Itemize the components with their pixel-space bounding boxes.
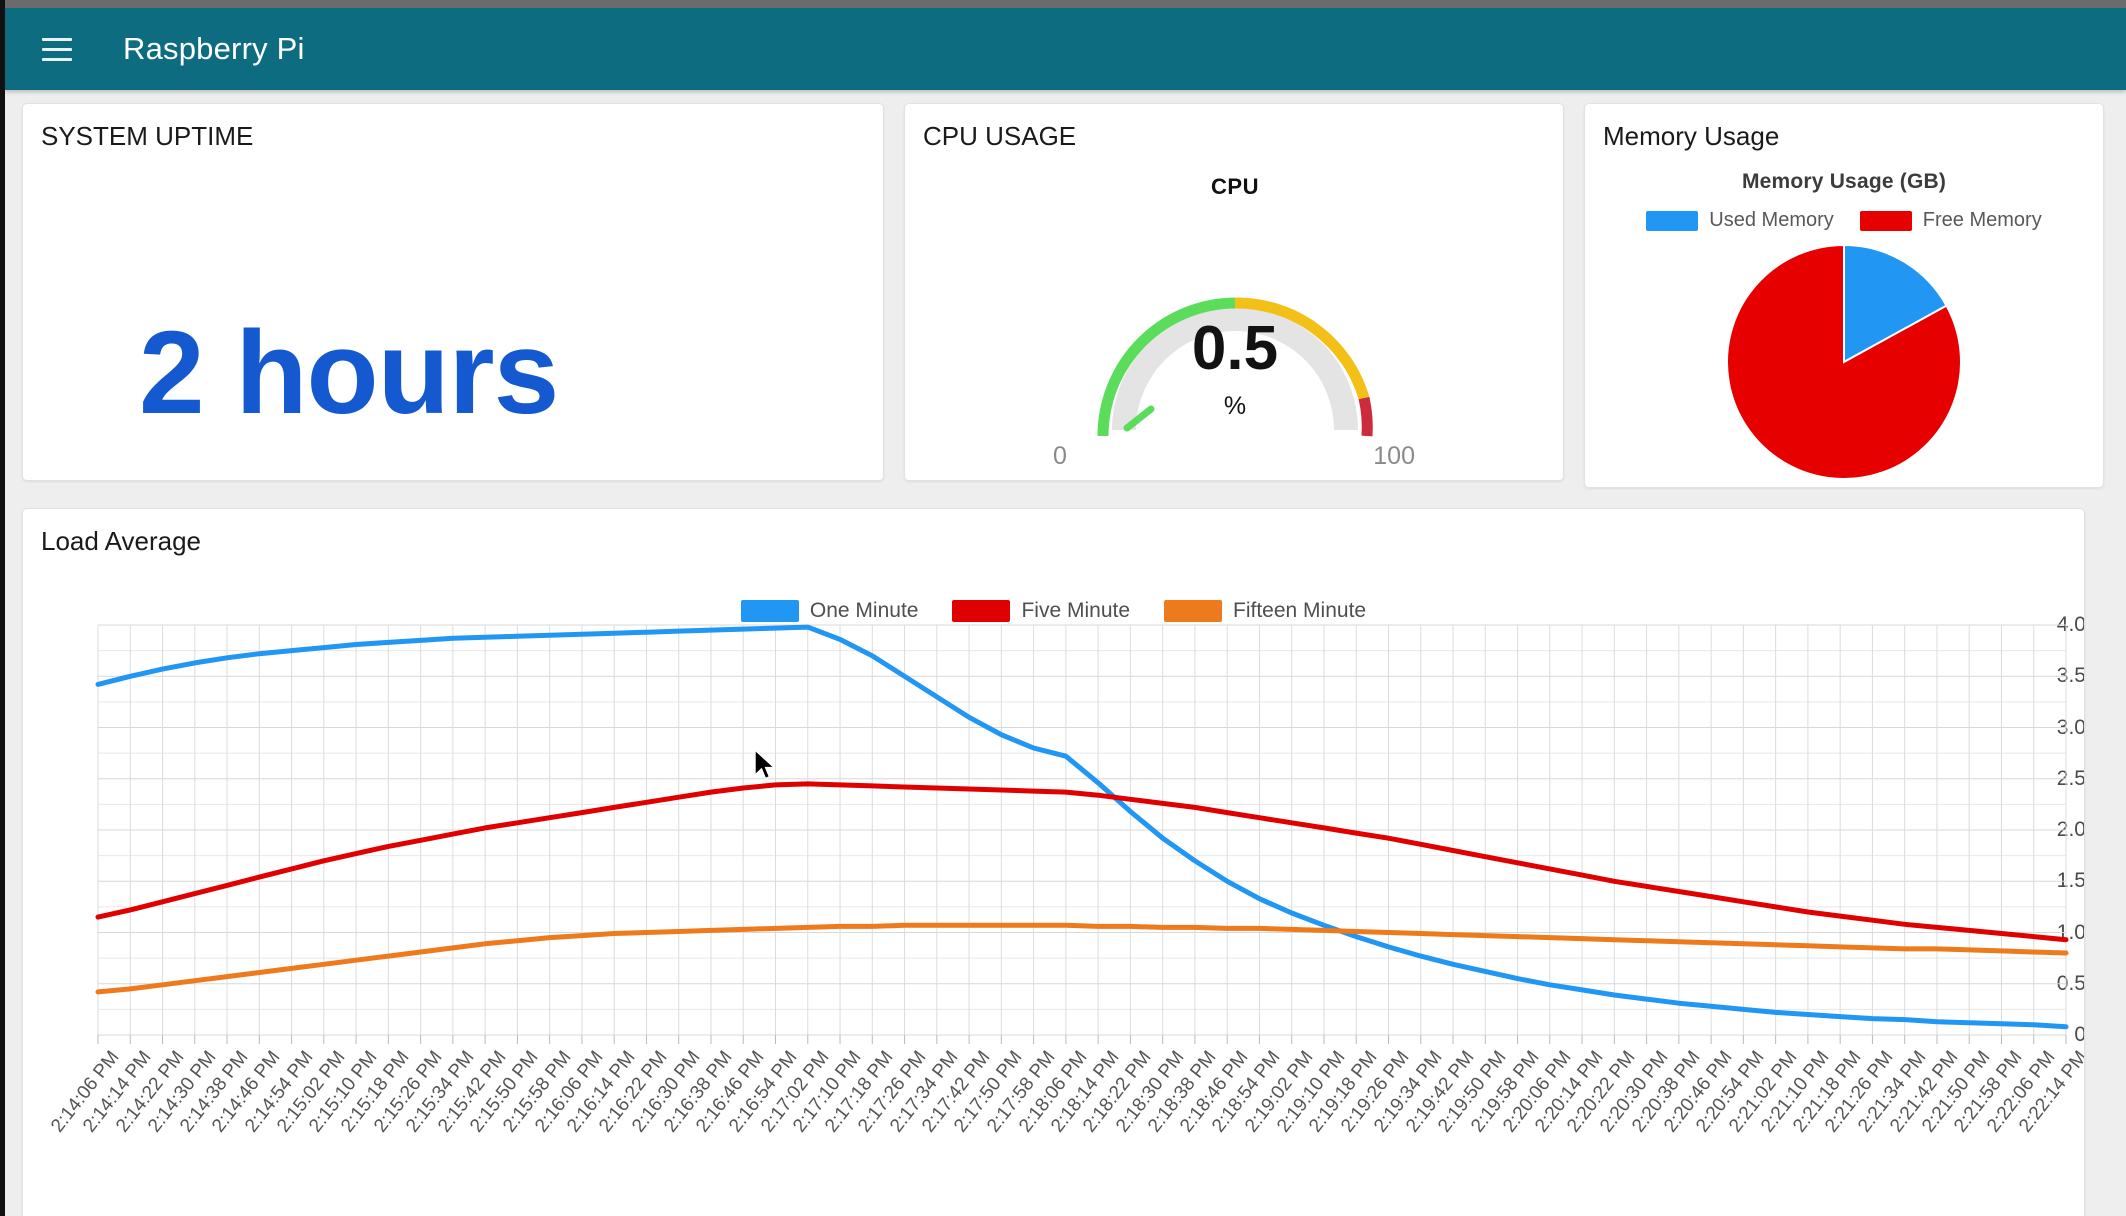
y-axis-tick-label: 3.0 [2056,715,2085,739]
uptime-value: 2 hours [139,307,559,439]
card-title-cpu-usage: CPU USAGE [923,121,1077,151]
series-line-one-minute [95,624,2069,1030]
pie-chart-legend: Used Memory Free Memory [1585,209,2103,232]
legend-item-used-memory[interactable]: Used Memory [1646,209,1834,232]
legend-swatch-free-memory [1859,210,1912,231]
legend-swatch-used-memory [1646,210,1699,231]
gauge-track [1112,307,1358,431]
y-axis-tick-label: 3.5 [2056,664,2085,688]
card-title-memory-usage: Memory Usage [1603,121,1780,151]
window-left-chrome [0,0,5,1216]
legend-item-free-memory[interactable]: Free Memory [1859,209,2042,232]
y-axis-tick-label: 2.0 [2056,818,2085,841]
gauge-band-green [1097,297,1236,437]
gauge-svg [1097,297,1373,437]
gauge-unit: % [1223,392,1247,420]
gauge-min-tick: 0 [1053,442,1067,470]
app-title: Raspberry Pi [123,31,305,66]
y-axis-tick-label: 2.5 [2056,766,2085,790]
y-axis-tick-label: 4.0 [2056,613,2085,636]
pie-slice-free-memory[interactable] [1726,244,1962,480]
pie-slices[interactable] [1726,244,1962,480]
load-chart-gridlines [97,624,2067,1044]
gauge-needle [1123,405,1155,432]
gauge-max-tick: 100 [1373,442,1415,470]
card-load-average: Load Average One Minute Five Minute Fift… [22,508,2085,1216]
app-bar: Raspberry Pi [5,8,2126,90]
pie-slice-used-memory[interactable] [1843,244,1948,364]
card-title-system-uptime: SYSTEM UPTIME [41,121,254,151]
dashboard-content: SYSTEM UPTIME 2 hours CPU USAGE CPU [5,90,2126,1216]
load-chart-plot[interactable]: 0 0.5 1.0 1.5 2.0 2.5 3.0 3.5 4.0 [23,613,2085,1047]
card-memory-usage: Memory Usage Memory Usage (GB) Used Memo… [1584,103,2104,488]
series-line-five-minute [95,781,2069,943]
card-system-uptime: SYSTEM UPTIME 2 hours [22,103,884,481]
legend-label-used-memory: Used Memory [1709,209,1834,231]
window-top-chrome [0,0,2126,8]
gauge-label: CPU [1211,174,1259,199]
card-title-load-average: Load Average [41,526,201,556]
pie-chart-svg [1726,244,1962,480]
load-chart-svg [95,624,2069,1044]
legend-label-free-memory: Free Memory [1922,209,2042,231]
y-axis-tick-label: 0 [2074,1023,2085,1046]
hamburger-menu-icon[interactable] [35,27,79,71]
card-cpu-usage: CPU USAGE CPU 0. [904,103,1564,481]
y-axis-tick-label: 0.5 [2056,971,2085,995]
pie-chart-title: Memory Usage (GB) [1741,170,1947,193]
y-axis-tick-label: 1.5 [2056,869,2085,893]
load-chart-lines [95,624,2069,1030]
series-line-fifteen-minute [95,922,2069,995]
gauge-band-yellow [1234,297,1370,400]
gauge-value: 0.5 [1191,314,1279,383]
browser-viewport: Raspberry Pi SYSTEM UPTIME 2 hours CPU U… [5,8,2126,1216]
cpu-gauge: CPU 0.5 % 0 [905,154,1565,484]
top-card-row: SYSTEM UPTIME 2 hours CPU USAGE CPU [22,103,2108,488]
load-chart-x-axis: 2:14:06 PM 2:14:14 PM 2:14:22 PM 2:14:30 PM… [23,1047,2084,1216]
gauge-band-red [1358,396,1373,437]
